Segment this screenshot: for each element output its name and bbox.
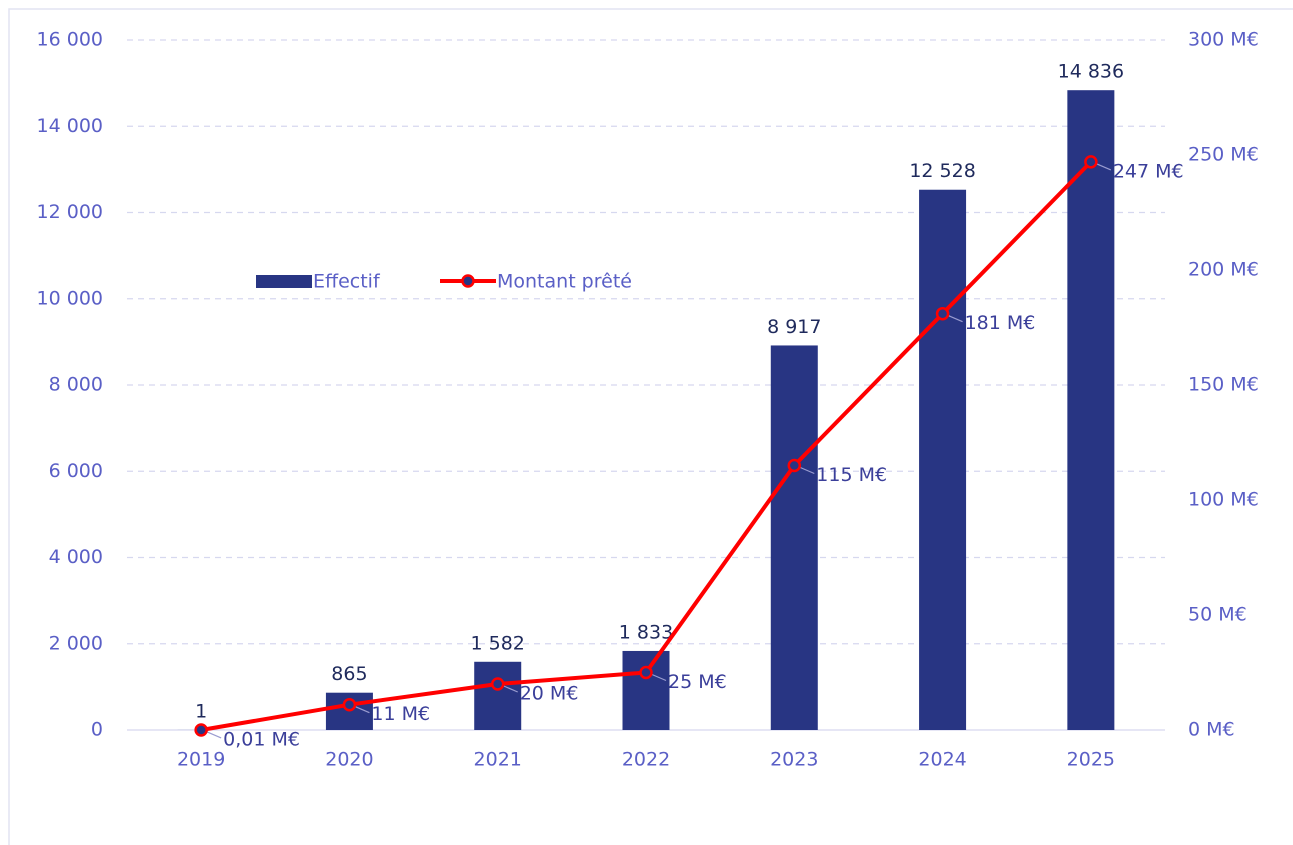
frame [8,8,1293,845]
line-value-label: 20 M€ [520,683,579,705]
leader-line [503,685,518,693]
leader-line [355,706,370,714]
y2-tick-label: 300 M€ [1188,29,1259,51]
line-marker [639,665,653,680]
y-tick-label: 8 000 [49,374,103,396]
line-marker [1084,155,1098,169]
legend-label: Montant prêté [497,271,632,293]
x-tick-label: 2024 [918,749,966,771]
line-value-label: 25 M€ [668,671,727,693]
y-tick-label: 6 000 [49,460,103,482]
x-tick-label: 2023 [770,749,818,771]
bar [770,345,818,730]
bar-value-label: 1 582 [471,632,525,654]
leader-line [1096,163,1112,171]
y-tick-label: 14 000 [37,115,103,137]
line-marker [935,306,950,321]
line-value-label: 0,01 M€ [223,728,300,750]
x-tick-label: 2021 [474,749,522,771]
bar [622,650,670,730]
x-tick-label: 2025 [1067,749,1115,771]
y-tick-label: 12 000 [37,201,103,223]
line-value-label: 247 M€ [1113,160,1184,182]
line-marker [787,458,802,473]
bar-value-label: 865 [331,663,367,685]
legend-label: Effectif [313,271,381,293]
leader-line [800,466,815,475]
line-marker [490,677,505,691]
leader-line [948,315,963,323]
bar-value-label: 1 833 [619,621,673,643]
y-tick-label: 4 000 [49,546,103,568]
y-tick-label: 16 000 [37,29,103,51]
y2-tick-label: 150 M€ [1188,374,1259,396]
bar [919,189,967,731]
legend-marker [461,274,475,288]
x-tick-label: 2020 [325,749,373,771]
y-tick-label: 10 000 [37,287,103,309]
bar [474,661,522,730]
y2-tick-label: 50 M€ [1188,604,1247,626]
x-tick-label: 2019 [177,749,225,771]
bar-value-label: 14 836 [1058,61,1124,83]
leader-line [651,673,667,682]
bar-value-label: 1 [195,700,207,722]
bar-value-label: 8 917 [767,316,821,338]
line-marker [342,697,357,712]
y2-tick-label: 250 M€ [1188,144,1259,166]
x-tick-label: 2022 [622,749,670,771]
line-marker [194,723,208,737]
line-value-label: 115 M€ [816,464,887,486]
y-tick-label: 2 000 [49,632,103,654]
legend-swatch [256,275,312,288]
y2-tick-label: 200 M€ [1188,259,1259,281]
line-value-label: 11 M€ [371,703,430,725]
bar [1067,90,1115,730]
line-value-label: 181 M€ [965,312,1036,334]
y2-tick-label: 0 M€ [1188,719,1235,741]
leader-line [206,731,222,739]
y-tick-label: 0 [91,719,103,741]
y2-tick-label: 100 M€ [1188,489,1259,511]
bar-value-label: 12 528 [909,160,975,182]
